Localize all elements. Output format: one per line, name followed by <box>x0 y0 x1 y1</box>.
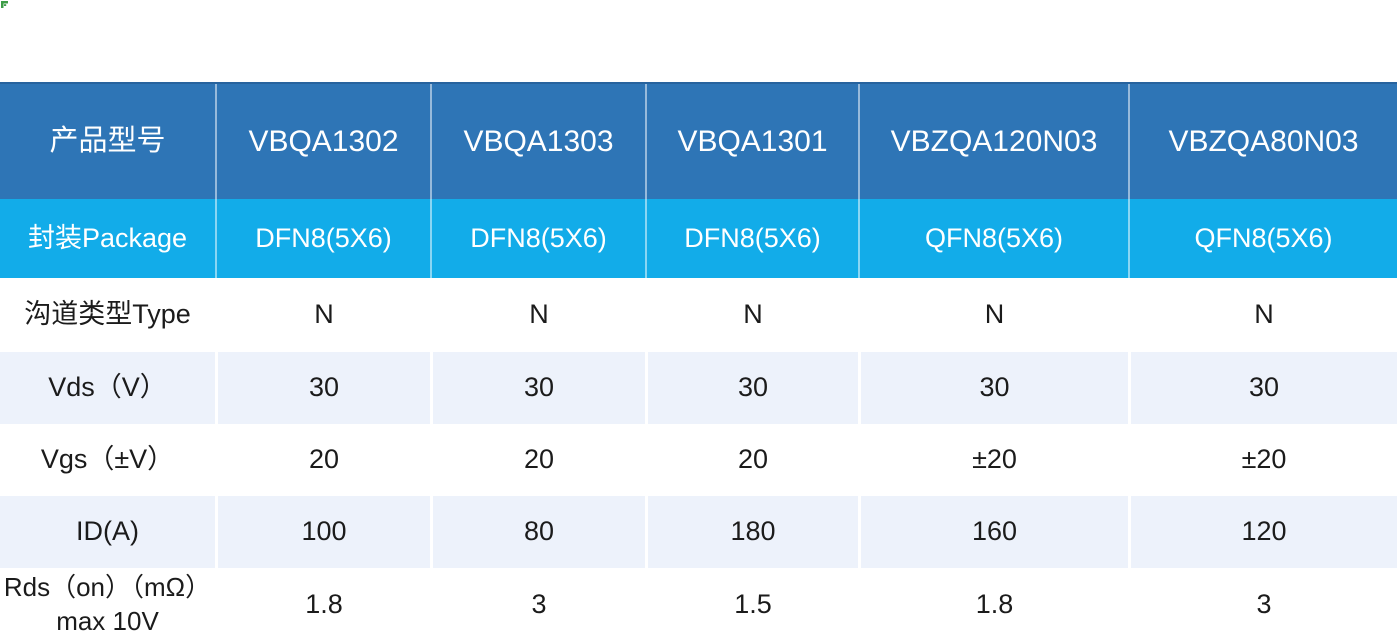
id-value-4: 160 <box>858 496 1128 568</box>
package-value-4: QFN8(5X6) <box>858 199 1128 278</box>
product-spec-table: 产品型号 VBQA1302 VBQA1303 VBQA1301 VBZQA120… <box>0 82 1397 642</box>
table-row-vgs: Vgs（±V） 20 20 20 ±20 ±20 <box>0 424 1397 496</box>
id-value-3: 180 <box>645 496 858 568</box>
type-value-5: N <box>1128 278 1397 352</box>
green-corner-fragment-icon <box>1 1 8 8</box>
vgs-value-2: 20 <box>430 424 645 496</box>
rds-value-2: 3 <box>430 568 645 642</box>
header-cell-model-2: VBQA1303 <box>430 84 645 199</box>
package-value-1: DFN8(5X6) <box>215 199 430 278</box>
package-value-2: DFN8(5X6) <box>430 199 645 278</box>
table-row-channel-type: 沟道类型Type N N N N N <box>0 278 1397 352</box>
vds-value-4: 30 <box>858 352 1128 424</box>
type-value-2: N <box>430 278 645 352</box>
vgs-value-3: 20 <box>645 424 858 496</box>
rds-value-4: 1.8 <box>858 568 1128 642</box>
vgs-value-1: 20 <box>215 424 430 496</box>
row-label-vds: Vds（V） <box>48 372 167 403</box>
header-cell-model-1: VBQA1302 <box>215 84 430 199</box>
package-value-3: DFN8(5X6) <box>645 199 858 278</box>
row-label-vgs: Vgs（±V） <box>40 444 175 475</box>
row-label-channel-type: 沟道类型Type <box>24 299 191 330</box>
vds-value-1: 30 <box>215 352 430 424</box>
vds-value-3: 30 <box>645 352 858 424</box>
type-value-4: N <box>858 278 1128 352</box>
header-label-product-model: 产品型号 <box>49 125 166 158</box>
row-label-id: ID(A) <box>76 516 139 547</box>
table-row-rds-on: Rds（on）（mΩ）max 10V 1.8 3 1.5 1.8 3 <box>0 568 1397 642</box>
rds-value-5: 3 <box>1128 568 1397 642</box>
table-row-id: ID(A) 100 80 180 160 120 <box>0 496 1397 568</box>
row-label-package: 封装Package <box>27 222 188 253</box>
header-cell-model-5: VBZQA80N03 <box>1128 84 1397 199</box>
rds-value-3: 1.5 <box>645 568 858 642</box>
table-row-package: 封装Package DFN8(5X6) DFN8(5X6) DFN8(5X6) … <box>0 199 1397 278</box>
id-value-5: 120 <box>1128 496 1397 568</box>
header-cell-model-4: VBZQA120N03 <box>858 84 1128 199</box>
type-value-3: N <box>645 278 858 352</box>
id-value-1: 100 <box>215 496 430 568</box>
header-cell-model-3: VBQA1301 <box>645 84 858 199</box>
vds-value-2: 30 <box>430 352 645 424</box>
vgs-value-5: ±20 <box>1128 424 1397 496</box>
vgs-value-4: ±20 <box>858 424 1128 496</box>
type-value-1: N <box>215 278 430 352</box>
vds-value-5: 30 <box>1128 352 1397 424</box>
package-value-5: QFN8(5X6) <box>1128 199 1397 278</box>
rds-value-1: 1.8 <box>215 568 430 642</box>
row-label-rds-on: Rds（on）（mΩ）max 10V <box>3 572 212 636</box>
table-row-vds: Vds（V） 30 30 30 30 30 <box>0 352 1397 424</box>
id-value-2: 80 <box>430 496 645 568</box>
table-header-row: 产品型号 VBQA1302 VBQA1303 VBQA1301 VBZQA120… <box>0 84 1397 199</box>
